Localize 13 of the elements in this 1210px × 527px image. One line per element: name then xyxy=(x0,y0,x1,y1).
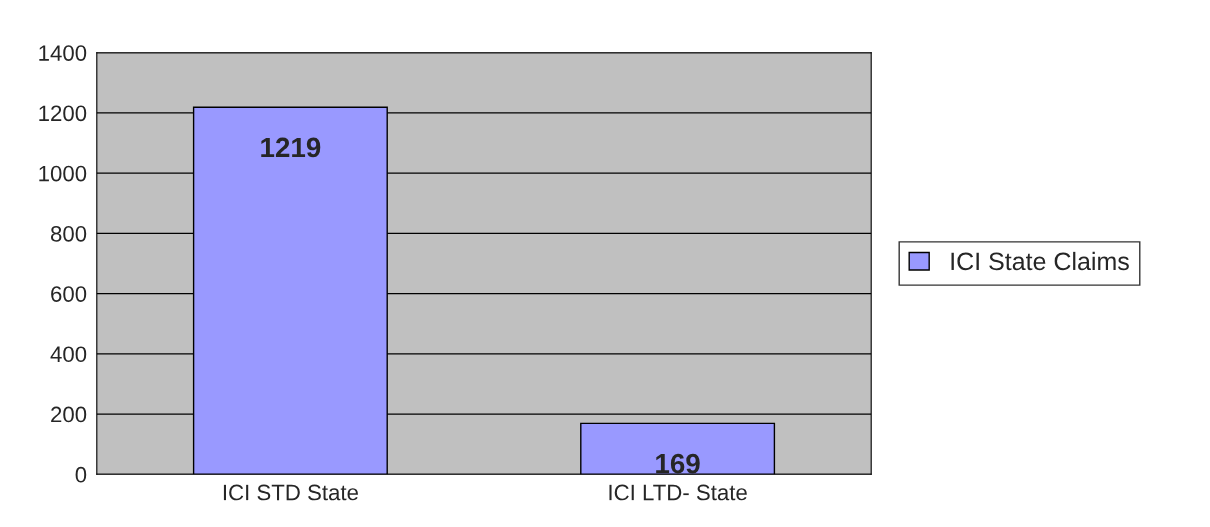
y-tick-label: 400 xyxy=(50,346,87,363)
y-tick-label: 800 xyxy=(50,225,87,242)
legend-label: ICI State Claims xyxy=(951,251,1129,271)
x-tick-label: ICI LTD- State xyxy=(609,484,747,501)
y-tick-label: 1400 xyxy=(39,45,87,61)
x-tick-label: ICI STD State xyxy=(223,484,358,501)
data-label: 1219 xyxy=(261,137,321,158)
y-tick-label: 0 xyxy=(75,466,87,483)
y-tick-label: 1200 xyxy=(39,105,87,122)
data-label: 169 xyxy=(656,453,700,474)
y-tick-label: 600 xyxy=(51,286,87,302)
y-tick-label: 1000 xyxy=(39,165,87,182)
y-tick-label: 200 xyxy=(51,406,87,423)
